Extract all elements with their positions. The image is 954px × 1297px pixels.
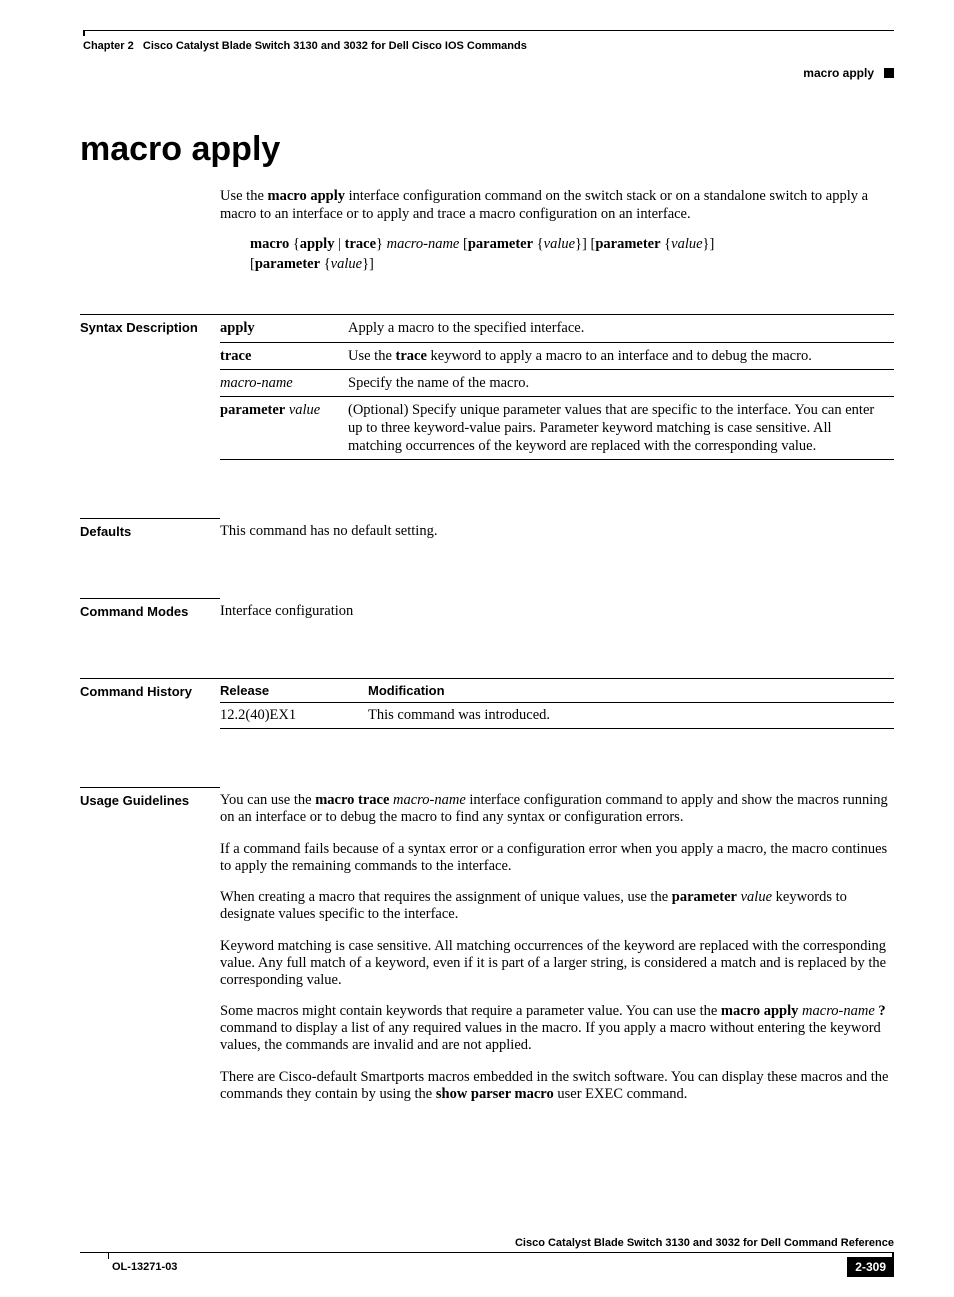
page-title: macro apply	[80, 130, 894, 169]
section-defaults: Defaults	[80, 518, 220, 540]
page-footer: Cisco Catalyst Blade Switch 3130 and 303…	[80, 1237, 894, 1277]
section-command-history: Command History	[80, 678, 220, 729]
page-number-badge: 2-309	[847, 1257, 894, 1277]
syntax-description-table: apply Apply a macro to the specified int…	[220, 314, 894, 460]
defaults-text: This command has no default setting.	[220, 518, 894, 540]
section-syntax-description: Syntax Description	[80, 314, 220, 460]
intro-paragraph: Use the macro apply interface configurat…	[220, 187, 894, 223]
table-header-row: Release Modification	[220, 679, 894, 703]
syntax-line: macro {apply | trace} macro-name [parame…	[250, 235, 894, 274]
command-history-table: Release Modification 12.2(40)EX1 This co…	[220, 678, 894, 729]
section-command-modes: Command Modes	[80, 598, 220, 620]
chapter-title: Cisco Catalyst Blade Switch 3130 and 303…	[143, 40, 527, 52]
running-head: macro apply	[803, 66, 874, 80]
command-modes-text: Interface configuration	[220, 598, 894, 620]
table-row: parameter value (Optional) Specify uniqu…	[220, 396, 894, 459]
table-row: apply Apply a macro to the specified int…	[220, 315, 894, 342]
usage-paragraph: Keyword matching is case sensitive. All …	[220, 938, 894, 989]
footer-book-title: Cisco Catalyst Blade Switch 3130 and 303…	[80, 1237, 894, 1249]
table-row: macro-name Specify the name of the macro…	[220, 369, 894, 396]
table-row: 12.2(40)EX1 This command was introduced.	[220, 703, 894, 729]
usage-paragraph: Some macros might contain keywords that …	[220, 1003, 894, 1054]
header-marker-icon	[884, 68, 894, 78]
footer-doc-id: OL-13271-03	[112, 1261, 177, 1273]
page-header: Chapter 2 Cisco Catalyst Blade Switch 31…	[83, 40, 894, 52]
usage-paragraph: You can use the macro trace macro-name i…	[220, 792, 894, 826]
usage-paragraph: There are Cisco-default Smartports macro…	[220, 1069, 894, 1103]
chapter-number: Chapter 2	[83, 40, 134, 52]
section-usage-guidelines: Usage Guidelines	[80, 787, 220, 1117]
usage-paragraph: When creating a macro that requires the …	[220, 889, 894, 923]
table-row: trace Use the trace keyword to apply a m…	[220, 342, 894, 369]
usage-paragraph: If a command fails because of a syntax e…	[220, 841, 894, 875]
